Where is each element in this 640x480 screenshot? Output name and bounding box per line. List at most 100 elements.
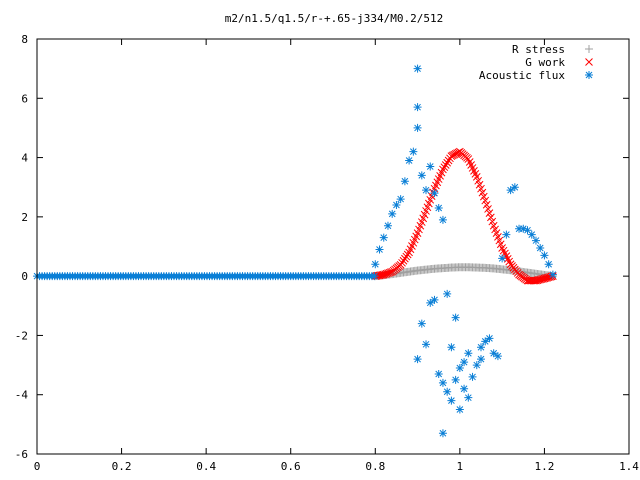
- y-tick-label: 6: [21, 92, 28, 105]
- acoustic-flux-point: [413, 64, 422, 73]
- series-acoustic-flux: [33, 64, 557, 438]
- acoustic-flux-point: [438, 378, 447, 387]
- acoustic-flux-point: [417, 319, 426, 328]
- x-tick-label: 0.8: [365, 460, 385, 473]
- g-work-point: [485, 209, 494, 218]
- legend-marker: [585, 45, 593, 53]
- acoustic-flux-point: [527, 230, 536, 239]
- series-g-work: [371, 147, 557, 285]
- acoustic-flux-point: [413, 103, 422, 112]
- x-tick-label: 0.6: [281, 460, 301, 473]
- x-tick-label: 1: [457, 460, 464, 473]
- acoustic-flux-point: [515, 224, 524, 233]
- acoustic-flux-point: [388, 209, 397, 218]
- acoustic-flux-point: [481, 337, 490, 346]
- acoustic-flux-point: [430, 295, 439, 304]
- x-tick-label: 0.4: [196, 460, 216, 473]
- acoustic-flux-point: [417, 171, 426, 180]
- acoustic-flux-point: [379, 233, 388, 242]
- y-tick-label: -2: [15, 329, 28, 342]
- g-work-point: [541, 274, 550, 282]
- acoustic-flux-point: [477, 355, 485, 364]
- acoustic-flux-point: [422, 340, 431, 349]
- legend-marker: [585, 71, 593, 79]
- acoustic-flux-point: [430, 189, 439, 198]
- acoustic-flux-point: [523, 226, 532, 235]
- g-work-point: [439, 165, 447, 174]
- acoustic-flux-point: [426, 162, 435, 171]
- acoustic-flux-point: [544, 260, 553, 269]
- g-work-point: [484, 205, 492, 213]
- g-work-point: [382, 269, 391, 278]
- acoustic-flux-point: [531, 236, 540, 245]
- acoustic-flux-point: [375, 245, 384, 254]
- g-work-point: [378, 271, 387, 279]
- acoustic-flux-point: [443, 289, 452, 298]
- g-work-point: [440, 163, 449, 172]
- g-work-point: [441, 161, 450, 169]
- acoustic-flux-point: [540, 251, 549, 260]
- plot-frame: [36, 38, 630, 455]
- acoustic-flux-point: [409, 147, 418, 156]
- chart-title: m2/n1.5/q1.5/r-+.65-j334/M0.2/512: [225, 12, 444, 25]
- acoustic-flux-point: [464, 349, 473, 358]
- legend-label: Acoustic flux: [479, 69, 565, 82]
- acoustic-flux-point: [451, 375, 460, 384]
- acoustic-flux-point: [519, 224, 528, 233]
- acoustic-flux-point: [413, 123, 422, 132]
- g-work-point: [379, 270, 388, 279]
- acoustic-flux-point: [485, 334, 494, 343]
- acoustic-flux-point: [422, 186, 431, 195]
- y-tick-label: 4: [21, 152, 28, 165]
- g-work-point: [481, 196, 490, 205]
- legend-marker: [585, 58, 593, 66]
- x-tick-label: 1.4: [619, 460, 639, 473]
- g-work-point: [381, 270, 390, 279]
- x-tick-label: 0: [34, 460, 41, 473]
- legend-label: R stress: [512, 43, 565, 56]
- g-work-point: [487, 213, 495, 222]
- acoustic-flux-point: [447, 343, 456, 352]
- g-work-point: [540, 274, 549, 283]
- acoustic-flux-point: [455, 405, 464, 414]
- y-tick-label: 2: [21, 211, 28, 224]
- acoustic-flux-point: [460, 384, 469, 393]
- acoustic-flux-point: [460, 358, 469, 367]
- g-work-point: [385, 268, 394, 277]
- acoustic-flux-point: [434, 203, 443, 212]
- legend-label: G work: [525, 56, 565, 69]
- x-axis: 0 0.2 0.4 0.6 0.8 1 1.2 1.4: [34, 39, 639, 473]
- acoustic-flux-point: [493, 352, 502, 361]
- g-work-point: [443, 158, 452, 167]
- acoustic-flux-point: [371, 260, 380, 269]
- acoustic-flux-point: [383, 221, 392, 230]
- acoustic-flux-point: [447, 396, 456, 405]
- g-work-point: [482, 200, 491, 209]
- acoustic-flux-point: [400, 177, 409, 186]
- y-axis: -6 -4 -2 0 2 4 6 8: [15, 33, 629, 461]
- acoustic-flux-point: [396, 195, 405, 204]
- acoustic-flux-point: [451, 313, 460, 322]
- y-tick-label: -6: [15, 448, 28, 461]
- acoustic-flux-point: [443, 387, 452, 396]
- acoustic-flux-point: [405, 156, 414, 165]
- acoustic-flux-point: [510, 183, 519, 192]
- acoustic-flux-point: [477, 343, 485, 352]
- y-tick-label: 0: [21, 270, 28, 283]
- acoustic-flux-point: [506, 186, 515, 195]
- acoustic-flux-point: [426, 298, 435, 307]
- g-work-point: [384, 269, 392, 278]
- acoustic-flux-point: [536, 243, 545, 252]
- acoustic-flux-point: [502, 230, 511, 239]
- x-tick-label: 1.2: [534, 460, 554, 473]
- g-work-point: [543, 273, 552, 282]
- acoustic-flux-point: [455, 364, 464, 373]
- acoustic-flux-point: [413, 355, 422, 364]
- acoustic-flux-point: [468, 372, 477, 381]
- acoustic-flux-point: [438, 429, 447, 438]
- acoustic-flux-point: [438, 215, 447, 224]
- y-tick-label: -4: [15, 389, 29, 402]
- y-tick-label: 8: [21, 33, 28, 46]
